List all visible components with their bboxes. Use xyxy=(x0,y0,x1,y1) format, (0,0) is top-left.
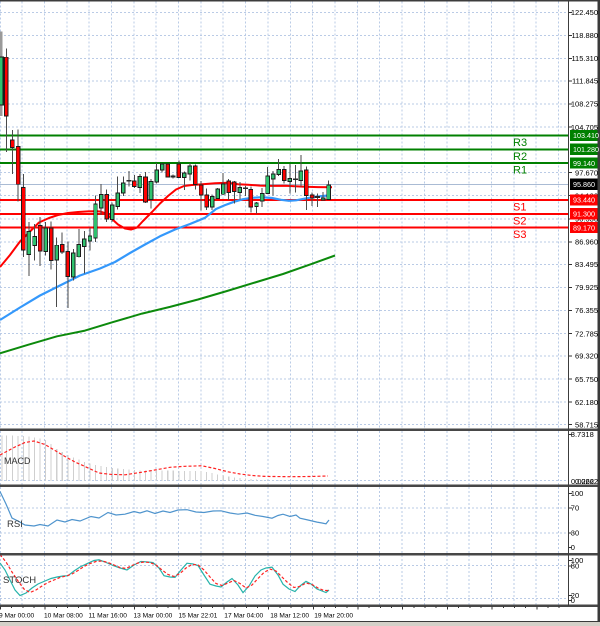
svg-text:118.880: 118.880 xyxy=(571,31,598,40)
svg-text:11 Mar 16:00: 11 Mar 16:00 xyxy=(89,613,128,620)
svg-text:83.495: 83.495 xyxy=(575,260,598,269)
svg-text:0: 0 xyxy=(571,543,575,552)
svg-text:17 Mar 04:00: 17 Mar 04:00 xyxy=(224,613,263,620)
svg-text:91.300: 91.300 xyxy=(573,210,595,219)
svg-text:115.310: 115.310 xyxy=(571,54,598,63)
svg-text:10 Mar 08:00: 10 Mar 08:00 xyxy=(44,613,83,620)
svg-text:S1: S1 xyxy=(513,202,526,214)
svg-text:58.715: 58.715 xyxy=(575,420,598,429)
svg-text:9 Mar 00:00: 9 Mar 00:00 xyxy=(0,613,35,620)
svg-text:15 Mar 22:01: 15 Mar 22:01 xyxy=(179,613,218,620)
svg-text:80: 80 xyxy=(571,562,579,571)
svg-text:104.705: 104.705 xyxy=(571,123,598,132)
svg-text:108.275: 108.275 xyxy=(571,100,598,109)
svg-text:97.670: 97.670 xyxy=(575,168,598,177)
svg-text:70: 70 xyxy=(571,504,579,513)
svg-text:111.845: 111.845 xyxy=(572,77,598,86)
svg-text:0.0262: 0.0262 xyxy=(571,477,594,486)
svg-text:MACD: MACD xyxy=(4,456,31,466)
svg-text:103.410: 103.410 xyxy=(573,131,599,140)
svg-text:R3: R3 xyxy=(513,137,527,149)
svg-text:R2: R2 xyxy=(513,151,527,163)
svg-text:13 Mar 00:00: 13 Mar 00:00 xyxy=(134,613,173,620)
svg-text:100: 100 xyxy=(571,556,584,565)
svg-text:62.180: 62.180 xyxy=(575,398,598,407)
svg-text:8.7318: 8.7318 xyxy=(571,430,594,439)
svg-text:19 Mar 20:00: 19 Mar 20:00 xyxy=(314,613,353,620)
svg-text:RSI: RSI xyxy=(7,519,23,530)
svg-text:101.280: 101.280 xyxy=(573,145,599,154)
svg-text:79.925: 79.925 xyxy=(575,283,598,292)
svg-text:18 Mar 12:00: 18 Mar 12:00 xyxy=(270,613,309,620)
svg-text:86.960: 86.960 xyxy=(575,238,598,247)
svg-text:0: 0 xyxy=(571,596,575,605)
svg-text:0.0262: 0.0262 xyxy=(575,477,598,486)
svg-text:65.750: 65.750 xyxy=(575,375,598,384)
svg-text:76.355: 76.355 xyxy=(575,306,598,315)
svg-text:122.450: 122.450 xyxy=(571,8,598,17)
svg-text:30: 30 xyxy=(571,529,579,538)
svg-text:95.860: 95.860 xyxy=(573,180,595,189)
svg-text:R1: R1 xyxy=(513,165,527,177)
svg-text:20: 20 xyxy=(571,591,579,600)
svg-text:99.140: 99.140 xyxy=(573,159,595,168)
svg-text:72.785: 72.785 xyxy=(575,329,598,338)
svg-text:S2: S2 xyxy=(513,215,526,227)
svg-text:STOCH: STOCH xyxy=(3,575,36,586)
svg-text:S3: S3 xyxy=(513,229,526,241)
svg-text:93.440: 93.440 xyxy=(573,196,595,205)
svg-text:69.320: 69.320 xyxy=(575,352,598,361)
svg-text:89.170: 89.170 xyxy=(573,223,595,232)
svg-text:100: 100 xyxy=(571,489,584,498)
